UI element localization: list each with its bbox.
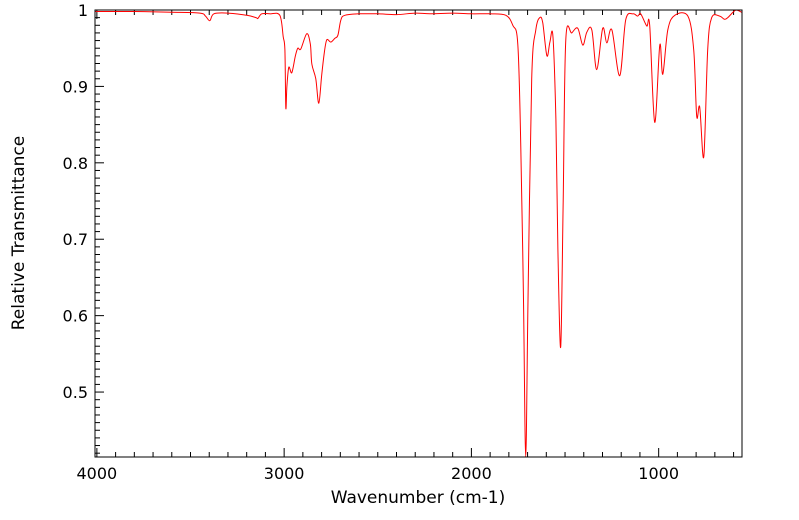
x-tick-labels: 4000 3000 2000 1000 bbox=[77, 464, 680, 483]
x-tick-label: 3000 bbox=[264, 464, 305, 483]
y-tick-label: 1 bbox=[78, 1, 88, 20]
y-tick-labels: 0.5 0.6 0.7 0.8 0.9 1 bbox=[63, 1, 88, 402]
plot-frame bbox=[94, 9, 743, 458]
y-tick-label: 0.5 bbox=[63, 383, 88, 402]
axis-ticks bbox=[95, 9, 735, 457]
y-tick-label: 0.7 bbox=[63, 230, 88, 249]
y-tick-label: 0.6 bbox=[63, 307, 88, 326]
x-axis-label: Wavenumber (cm-1) bbox=[331, 488, 506, 508]
y-tick-label: 0.8 bbox=[63, 154, 88, 173]
y-tick-label: 0.9 bbox=[63, 77, 88, 96]
x-tick-label: 4000 bbox=[77, 464, 118, 483]
x-tick-label: 1000 bbox=[638, 464, 679, 483]
spectrum-line bbox=[94, 9, 743, 458]
x-tick-label: 2000 bbox=[451, 464, 492, 483]
y-axis-label: Relative Transmittance bbox=[9, 136, 29, 331]
